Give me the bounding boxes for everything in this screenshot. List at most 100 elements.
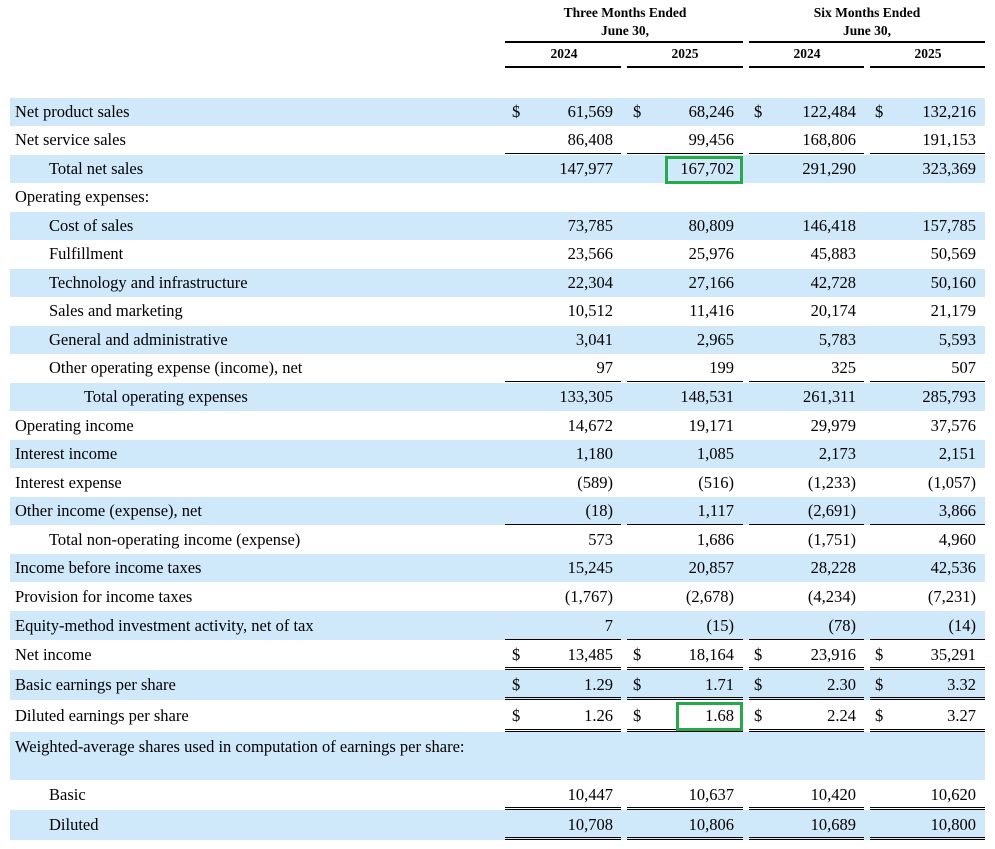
- row-value: 2.30: [827, 675, 856, 694]
- cell-rule: [627, 381, 743, 382]
- cell-rule: [870, 697, 985, 700]
- row-value: 10,806: [688, 815, 734, 834]
- row-value: 14,672: [567, 416, 613, 435]
- row-value: 10,637: [688, 785, 734, 804]
- row-value: 42,728: [810, 273, 856, 292]
- currency-symbol: $: [512, 675, 521, 694]
- row-value: (14): [948, 616, 977, 635]
- row-value: 507: [951, 358, 976, 377]
- row-value: (1,751): [807, 530, 856, 549]
- cell-rule: [505, 639, 621, 640]
- currency-symbol: $: [633, 645, 642, 664]
- row-label: Basic: [49, 785, 86, 804]
- row-value: 10,800: [930, 815, 976, 834]
- table-row: Total operating expenses 133,305 148,531 26…: [10, 383, 985, 411]
- row-value: 45,883: [810, 244, 856, 263]
- row-label: Interest expense: [15, 473, 122, 492]
- row-value: 23,566: [567, 244, 613, 263]
- row-value: 3.27: [947, 706, 976, 725]
- row-value: 19,171: [688, 416, 734, 435]
- table-row: Provision for income taxes (1,767) (2,678)…: [10, 583, 985, 611]
- cell-rule: [749, 807, 864, 810]
- row-label: Other operating expense (income), net: [49, 358, 303, 377]
- currency-symbol: $: [754, 102, 763, 121]
- row-value: 73,785: [567, 216, 613, 235]
- year-rule-4: [870, 66, 985, 68]
- row-value: 573: [588, 530, 613, 549]
- year-rule-3: [749, 66, 864, 68]
- header-rule-six-months: [749, 41, 985, 43]
- highlight-total-net-sales-2025: [665, 156, 743, 184]
- cell-rule: [749, 697, 864, 700]
- row-value: 10,420: [810, 785, 856, 804]
- row-value: 20,174: [810, 301, 856, 320]
- row-label: General and administrative: [49, 330, 228, 349]
- currency-symbol: $: [633, 102, 642, 121]
- row-value: 1,686: [696, 530, 734, 549]
- table-row: Operating income 14,672 19,171 29,979 37,576: [10, 412, 985, 440]
- row-value: 11,416: [689, 301, 734, 320]
- row-value: 3,866: [938, 501, 976, 520]
- row-value: 133,305: [559, 387, 613, 406]
- row-label: Net income: [15, 645, 92, 664]
- highlight-diluted-eps-2025: [676, 702, 743, 731]
- row-value: 27,166: [688, 273, 734, 292]
- row-value: 1.26: [584, 706, 613, 725]
- row-value: 22,304: [567, 273, 613, 292]
- row-value: 7: [604, 616, 613, 635]
- table-row: Interest income 1,180 1,085 2,173 2,151: [10, 440, 985, 468]
- currency-symbol: $: [633, 706, 642, 725]
- row-value: (18): [585, 501, 614, 520]
- cell-rule: [505, 729, 621, 732]
- cell-rule: [505, 667, 621, 670]
- table-row: General and administrative 3,041 2,965 5,78…: [10, 326, 985, 354]
- row-label: Net service sales: [15, 130, 126, 149]
- header-three-months-line1: Three Months Ended: [563, 5, 687, 20]
- row-value: 5,783: [818, 330, 856, 349]
- year-rule-2: [627, 66, 743, 68]
- row-value: 99,456: [688, 130, 734, 149]
- cell-rule: [627, 807, 743, 810]
- row-value: (2,678): [685, 587, 734, 606]
- row-value: 1,085: [696, 444, 734, 463]
- row-label: Net product sales: [15, 102, 130, 121]
- row-value: 15,245: [567, 558, 613, 577]
- cell-rule: [505, 697, 621, 700]
- currency-symbol: $: [875, 675, 884, 694]
- row-value: (4,234): [807, 587, 856, 606]
- row-value: 2,173: [818, 444, 856, 463]
- cell-rule: [870, 153, 985, 154]
- cell-rule: [627, 639, 743, 640]
- row-value: 132,216: [922, 102, 976, 121]
- row-value: 146,418: [802, 216, 856, 235]
- row-label: Operating expenses:: [15, 187, 150, 206]
- row-value: 13,485: [567, 645, 613, 664]
- row-value: 10,708: [567, 815, 613, 834]
- row-value: 191,153: [922, 130, 976, 149]
- row-value: 28,228: [810, 558, 856, 577]
- row-label: Diluted: [49, 815, 99, 834]
- currency-symbol: $: [875, 645, 884, 664]
- cell-rule: [870, 729, 985, 732]
- currency-symbol: $: [512, 102, 521, 121]
- row-value: 157,785: [922, 216, 976, 235]
- header-six-months: Six Months Ended June 30,: [747, 4, 987, 40]
- row-value: 148,531: [680, 387, 734, 406]
- row-value: 2.24: [827, 706, 856, 725]
- cell-rule: [749, 381, 864, 382]
- cell-rule: [749, 837, 864, 840]
- row-value: 50,569: [930, 244, 976, 263]
- row-value: 285,793: [922, 387, 976, 406]
- cell-rule: [870, 639, 985, 640]
- row-value: 61,569: [567, 102, 613, 121]
- header-year-2: 2025: [671, 46, 699, 61]
- row-value: 1.68: [705, 706, 734, 725]
- row-label: Diluted earnings per share: [15, 706, 189, 725]
- cell-rule: [505, 381, 621, 382]
- cell-rule: [870, 524, 985, 525]
- row-value: 122,484: [802, 102, 856, 121]
- currency-symbol: $: [754, 645, 763, 664]
- cell-rule: [749, 667, 864, 670]
- cell-rule: [870, 837, 985, 840]
- table-row: Weighted-average shares used in computat…: [10, 732, 985, 780]
